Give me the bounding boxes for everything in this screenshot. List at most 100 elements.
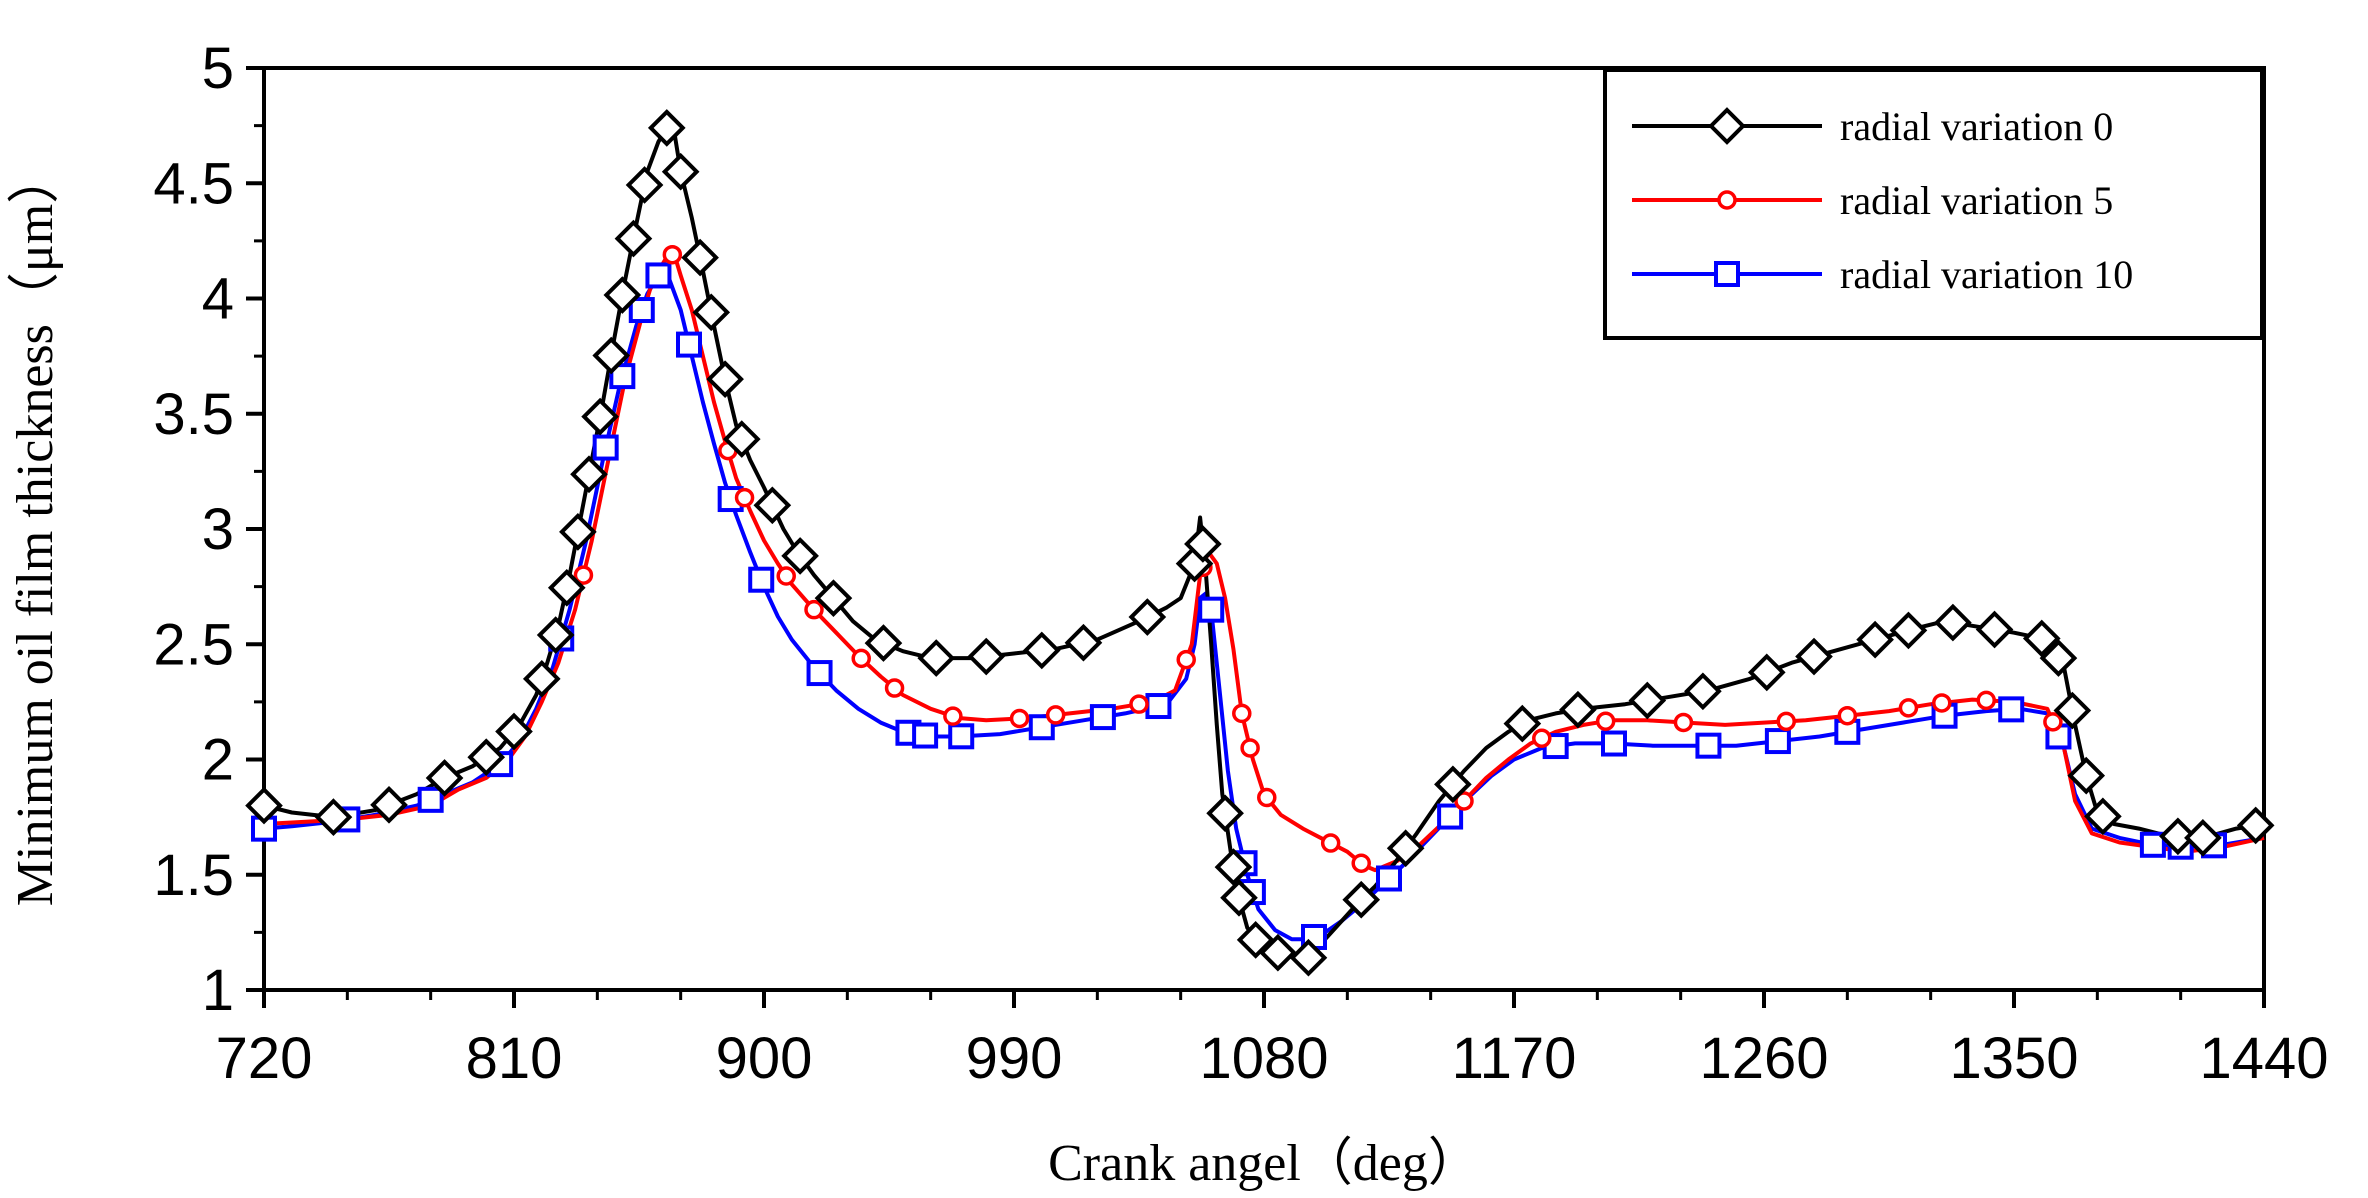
data-point-marker-rv0 xyxy=(1022,631,1061,670)
x-tick-label: 1170 xyxy=(1452,1026,1577,1091)
data-point-marker-rv0 xyxy=(467,738,506,777)
data-point-marker-rv0 xyxy=(2184,819,2222,857)
data-point-marker-rv10 xyxy=(645,262,672,289)
data-point-marker-rv10 xyxy=(1437,803,1464,830)
data-point-marker-rv0 xyxy=(967,637,1006,676)
legend-entry-radial-variation-10: radial variation 10 xyxy=(1632,252,2133,297)
data-point-marker-rv0 xyxy=(1184,525,1222,563)
data-point-marker-rv10 xyxy=(592,434,619,461)
data-point-marker-rv5 xyxy=(2043,712,2063,732)
data-point-marker-rv0 xyxy=(864,624,903,662)
data-point-marker-rv5 xyxy=(851,648,871,669)
data-point-marker-rv0 xyxy=(1259,933,1297,972)
data-point-marker-rv0 xyxy=(681,238,719,277)
y-tick-label: 4 xyxy=(202,267,234,332)
legend-label: radial variation 5 xyxy=(1840,178,2113,223)
x-tick-label: 1350 xyxy=(1949,1026,2078,1091)
data-point-marker-rv0 xyxy=(1889,611,1928,650)
data-point-marker-rv5 xyxy=(1257,787,1277,808)
data-point-marker-rv0 xyxy=(2236,806,2275,845)
data-point-marker-rv0 xyxy=(1220,878,1258,917)
y-tick-label: 2 xyxy=(202,728,234,793)
data-point-marker-rv0 xyxy=(692,293,731,332)
data-point-marker-rv0 xyxy=(1206,794,1244,833)
data-point-marker-rv10 xyxy=(1376,865,1402,892)
y-axis-ticks xyxy=(246,66,264,992)
data-point-marker-rv5 xyxy=(1176,649,1196,670)
data-point-marker-rv5 xyxy=(573,565,594,585)
data-point-marker-rv0 xyxy=(522,659,561,698)
data-point-marker-rv5 xyxy=(662,244,683,265)
data-point-marker-rv0 xyxy=(592,336,631,375)
data-point-marker-rv10 xyxy=(676,331,702,358)
data-point-marker-rv5 xyxy=(1351,853,1371,873)
data-point-marker-rv5 xyxy=(1232,703,1252,724)
data-point-marker-rv0 xyxy=(1214,848,1253,886)
data-point-marker-rv0 xyxy=(1236,921,1275,959)
legend-label: radial variation 10 xyxy=(1840,252,2133,297)
data-point-marker-rv0 xyxy=(495,712,533,751)
data-point-marker-rv0 xyxy=(2159,817,2197,856)
x-tick-label: 1260 xyxy=(1699,1026,1828,1091)
data-point-marker-rv0 xyxy=(1503,704,1542,743)
legend-marker xyxy=(1717,190,1737,210)
data-point-marker-rv10 xyxy=(628,297,655,324)
legend: radial variation 0 radial variation 5 radi… xyxy=(1603,68,2264,340)
data-point-marker-rv0 xyxy=(570,455,608,494)
data-point-marker-rv0 xyxy=(1559,690,1597,729)
y-tick-label: 4.5 xyxy=(153,151,234,216)
data-point-marker-rv0 xyxy=(2084,797,2122,836)
x-axis-tick-labels: 720 810 900 990 1080 1170 1260 1350 1440 xyxy=(216,1026,2329,1091)
data-point-marker-rv10 xyxy=(806,660,833,687)
data-point-marker-rv5 xyxy=(776,566,796,586)
x-tick-label: 990 xyxy=(966,1026,1063,1091)
data-point-marker-rv0 xyxy=(2067,756,2106,795)
data-point-marker-rv0 xyxy=(1064,623,1103,662)
data-point-marker-rv0 xyxy=(547,568,586,607)
data-point-marker-rv0 xyxy=(425,759,464,797)
data-point-marker-rv0 xyxy=(245,786,283,825)
data-point-marker-rv5 xyxy=(1673,712,1694,733)
data-point-marker-rv5 xyxy=(1932,693,1952,713)
data-point-marker-rv5 xyxy=(1454,791,1474,811)
x-tick-label: 720 xyxy=(216,1026,313,1091)
data-point-marker-rv0 xyxy=(1856,620,1894,659)
data-point-marker-rv0 xyxy=(647,109,686,147)
data-point-marker-rv5 xyxy=(1240,738,1260,758)
data-point-marker-rv5 xyxy=(1009,708,1030,729)
data-point-marker-rv10 xyxy=(1145,693,1172,720)
data-point-marker-rv0 xyxy=(581,397,619,436)
series-markers xyxy=(245,109,2275,977)
data-point-marker-rv10 xyxy=(1028,714,1055,741)
data-point-marker-rv10 xyxy=(1601,730,1627,757)
data-point-marker-rv5 xyxy=(1320,833,1341,853)
y-tick-label: 2.5 xyxy=(153,612,234,677)
data-point-marker-rv5 xyxy=(884,678,905,698)
data-point-marker-rv5 xyxy=(804,599,824,620)
data-point-marker-rv0 xyxy=(614,219,653,258)
data-point-marker-rv0 xyxy=(1128,598,1167,636)
legend-marker xyxy=(1714,261,1740,287)
data-point-marker-rv5 xyxy=(1045,705,1066,725)
data-point-marker-rv5 xyxy=(943,706,963,726)
data-point-marker-rv0 xyxy=(706,360,744,399)
y-axis-tick-labels: 1 1.5 2 2.5 3 3.5 4 4.5 5 xyxy=(153,36,234,1023)
data-point-marker-rv10 xyxy=(417,786,444,813)
data-point-marker-rv0 xyxy=(2053,691,2092,730)
data-point-marker-rv10 xyxy=(948,723,975,750)
y-tick-label: 1 xyxy=(202,958,234,1023)
data-point-marker-rv0 xyxy=(1434,765,1472,804)
y-tick-label: 3 xyxy=(202,497,234,562)
data-point-marker-rv5 xyxy=(1532,728,1552,748)
data-point-marker-rv10 xyxy=(609,363,636,390)
data-point-marker-rv5 xyxy=(1976,690,1996,711)
data-point-marker-rv10 xyxy=(748,566,775,593)
legend-label: radial variation 0 xyxy=(1840,104,2113,149)
y-axis-title: Minimum oil film thickness（μm） xyxy=(7,152,64,906)
data-point-marker-rv10 xyxy=(1764,728,1791,755)
data-point-marker-rv0 xyxy=(2022,619,2061,658)
data-point-marker-rv0 xyxy=(1975,610,2014,649)
data-point-marker-rv0 xyxy=(917,639,956,677)
data-point-marker-rv0 xyxy=(661,152,700,191)
data-point-marker-rv10 xyxy=(2139,831,2166,858)
